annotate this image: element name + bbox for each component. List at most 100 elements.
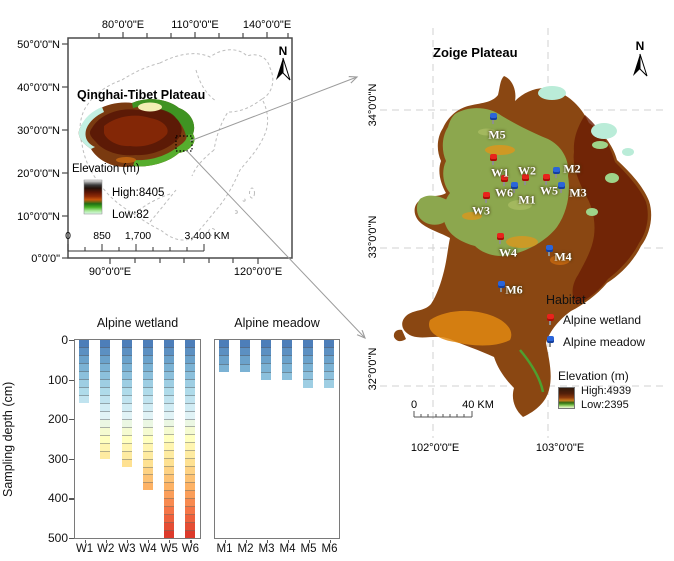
depth-segment <box>163 379 174 388</box>
x-category-label-m6: M6 <box>321 543 338 555</box>
depth-segment <box>163 435 174 444</box>
depth-segment <box>240 356 251 365</box>
y-tick-label-100: 100 <box>47 372 68 387</box>
depth-segment <box>142 483 153 491</box>
x-category-label-w6: W6 <box>181 543 200 555</box>
x-category-label-w5: W5 <box>160 543 178 555</box>
depth-segment <box>142 387 153 396</box>
depth-segment <box>100 355 111 364</box>
depth-segment <box>79 372 90 381</box>
x-tick-mark <box>308 539 310 543</box>
depth-segment <box>142 347 153 356</box>
depth-segment <box>163 522 174 531</box>
depth-segment <box>100 435 111 444</box>
depth-segment <box>163 459 174 468</box>
depth-segment <box>303 348 314 357</box>
china-tick-0n: 0°0'0" <box>31 253 60 265</box>
depth-segment <box>121 451 132 460</box>
depth-segment <box>142 435 153 444</box>
depth-segment <box>185 395 196 404</box>
depth-segment <box>303 340 314 349</box>
x-tick-mark <box>190 539 192 543</box>
zoige-map-title: Zoige Plateau <box>433 45 518 60</box>
depth-segment <box>240 364 251 372</box>
depth-segment <box>185 387 196 396</box>
habitat-legend: Habitat Alpine wetland Alpine meadow <box>546 293 645 357</box>
x-category-label-m2: M2 <box>237 543 254 555</box>
depth-segment <box>142 395 153 404</box>
site-label-m2: M2 <box>563 161 581 176</box>
depth-bar-w1 <box>79 340 90 404</box>
depth-segment <box>121 419 132 428</box>
site-label-w6: W6 <box>495 185 513 200</box>
china-scale-1700: 1,700 <box>125 230 151 242</box>
depth-segment <box>219 364 230 372</box>
y-tick-mark <box>69 419 74 421</box>
depth-bar-m4 <box>282 340 293 380</box>
depth-segment <box>142 475 153 484</box>
site-pin-w4 <box>496 233 504 245</box>
depth-segment <box>163 514 174 523</box>
depth-segment <box>163 427 174 436</box>
site-pin-m6 <box>497 281 505 293</box>
depth-segment <box>163 507 174 515</box>
depth-bar-m1 <box>219 340 230 372</box>
china-map-title: Qinghai-Tibet Plateau <box>77 88 205 102</box>
zoige-scale-bar: 0 40 KM <box>411 399 494 418</box>
zoige-tick-102e: 102°0'0"E <box>411 442 459 454</box>
depth-segment <box>163 419 174 428</box>
x-tick-mark <box>266 539 268 543</box>
x-category-label-m1: M1 <box>216 543 233 555</box>
x-tick-mark <box>105 539 107 543</box>
depth-segment <box>303 364 314 373</box>
china-tick-110e: 110°0'0"E <box>171 19 219 31</box>
zoige-elevation-ramp <box>558 387 575 409</box>
depth-segment <box>100 363 111 372</box>
depth-segment <box>121 340 132 348</box>
habitat-legend-item-wetland: Alpine wetland <box>546 313 645 327</box>
depth-segment <box>100 411 111 420</box>
site-label-w2: W2 <box>518 163 536 178</box>
depth-segment <box>100 443 111 452</box>
depth-segment <box>163 395 174 404</box>
site-label-w5: W5 <box>540 183 558 198</box>
depth-segment <box>185 514 196 523</box>
depth-segment <box>219 348 230 357</box>
china-elevation-legend: Elevation (m) High:8405 Low:82 <box>72 163 164 221</box>
depth-segment <box>185 451 196 460</box>
depth-segment <box>185 411 196 420</box>
depth-segment <box>142 379 153 388</box>
depth-segment <box>261 340 272 349</box>
site-label-m4: M4 <box>554 249 572 264</box>
depth-segment <box>282 372 293 380</box>
depth-segment <box>100 371 111 380</box>
site-pin-w6 <box>500 175 508 187</box>
y-tick-label-500: 500 <box>47 531 68 545</box>
zoige-scale-0: 0 <box>411 399 417 411</box>
depth-segment <box>303 380 314 388</box>
x-tick-mark <box>169 539 171 543</box>
y-tick-label-400: 400 <box>47 491 68 506</box>
depth-bar-m5 <box>303 340 314 388</box>
depth-segment <box>163 443 174 452</box>
zoige-scale-40km: 40 KM <box>462 399 494 411</box>
site-pin-m4 <box>545 245 553 257</box>
site-label-m5: M5 <box>488 127 506 142</box>
x-category-label-w1: W1 <box>75 543 94 555</box>
depth-segment <box>185 435 196 444</box>
depth-segment <box>79 356 90 365</box>
depth-segment <box>100 379 111 388</box>
depth-segment <box>100 427 111 436</box>
china-elevation-title: Elevation (m) <box>72 163 140 175</box>
site-pin-w5 <box>542 174 550 186</box>
depth-segment <box>185 427 196 436</box>
depth-segment <box>142 411 153 420</box>
depth-segment <box>121 459 132 467</box>
depth-segment <box>185 467 196 476</box>
depth-segment <box>121 355 132 364</box>
depth-segment <box>324 364 335 373</box>
depth-segment <box>261 356 272 365</box>
china-tick-10n: 10°0'0"N <box>17 211 60 223</box>
depth-bar-m6 <box>324 340 335 388</box>
